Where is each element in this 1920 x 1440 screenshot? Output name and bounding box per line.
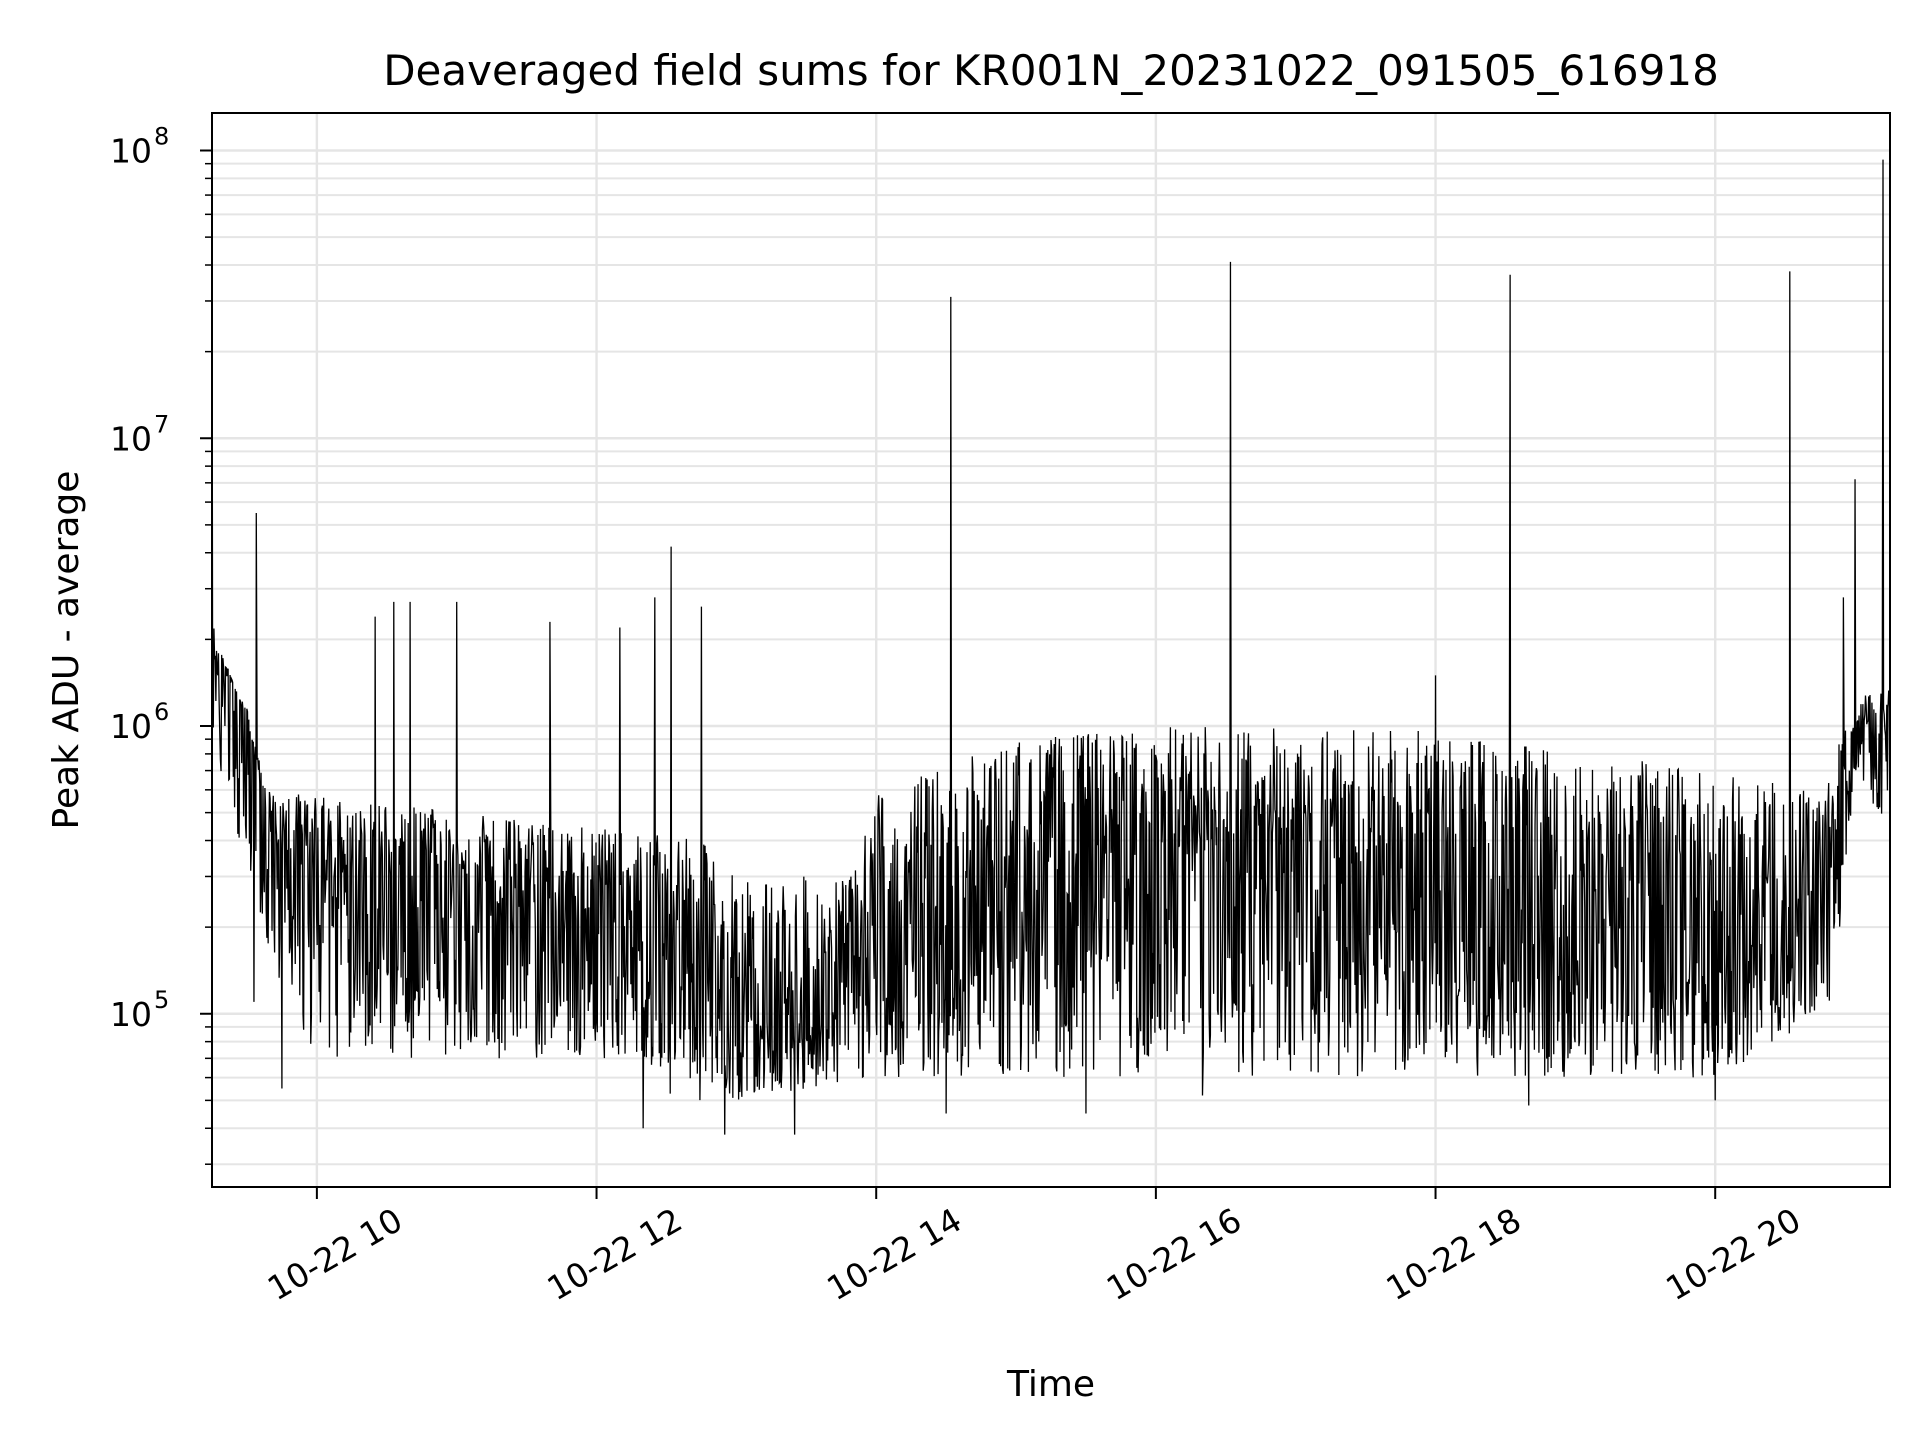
y-tick-label-exponent: 5 (154, 986, 169, 1014)
y-tick-label: 10 5 (110, 986, 169, 1034)
y-tick-label-exponent: 6 (154, 698, 169, 726)
x-tick-label: 10-22 10 (261, 1200, 409, 1308)
x-tick-label: 10-22 14 (820, 1200, 968, 1308)
y-tick-label: 10 8 (110, 123, 169, 171)
series-line (212, 159, 1890, 1135)
y-tick-label-base: 10 (110, 132, 152, 171)
y-axis-label: Peak ADU - average (46, 471, 87, 830)
plot-frame (211, 112, 1891, 1188)
y-tick-label-base: 10 (110, 707, 152, 746)
x-axis-label: Time (1006, 1364, 1095, 1405)
y-tick-label: 10 6 (110, 698, 169, 746)
y-tick-label-exponent: 7 (154, 410, 169, 438)
y-tick-label: 10 7 (110, 410, 169, 458)
series-layer (212, 159, 1890, 1135)
x-tick-label: 10-22 12 (541, 1200, 689, 1308)
x-tick-label: 10-22 18 (1380, 1200, 1528, 1308)
chart-title: Deaveraged field sums for KR001N_2023102… (383, 46, 1719, 95)
x-tick-label: 10-22 16 (1100, 1200, 1248, 1308)
y-tick-label-base: 10 (110, 995, 152, 1034)
y-tick-label-base: 10 (110, 419, 152, 458)
x-tick-label: 10-22 20 (1659, 1200, 1807, 1308)
y-tick-label-exponent: 8 (154, 123, 169, 151)
